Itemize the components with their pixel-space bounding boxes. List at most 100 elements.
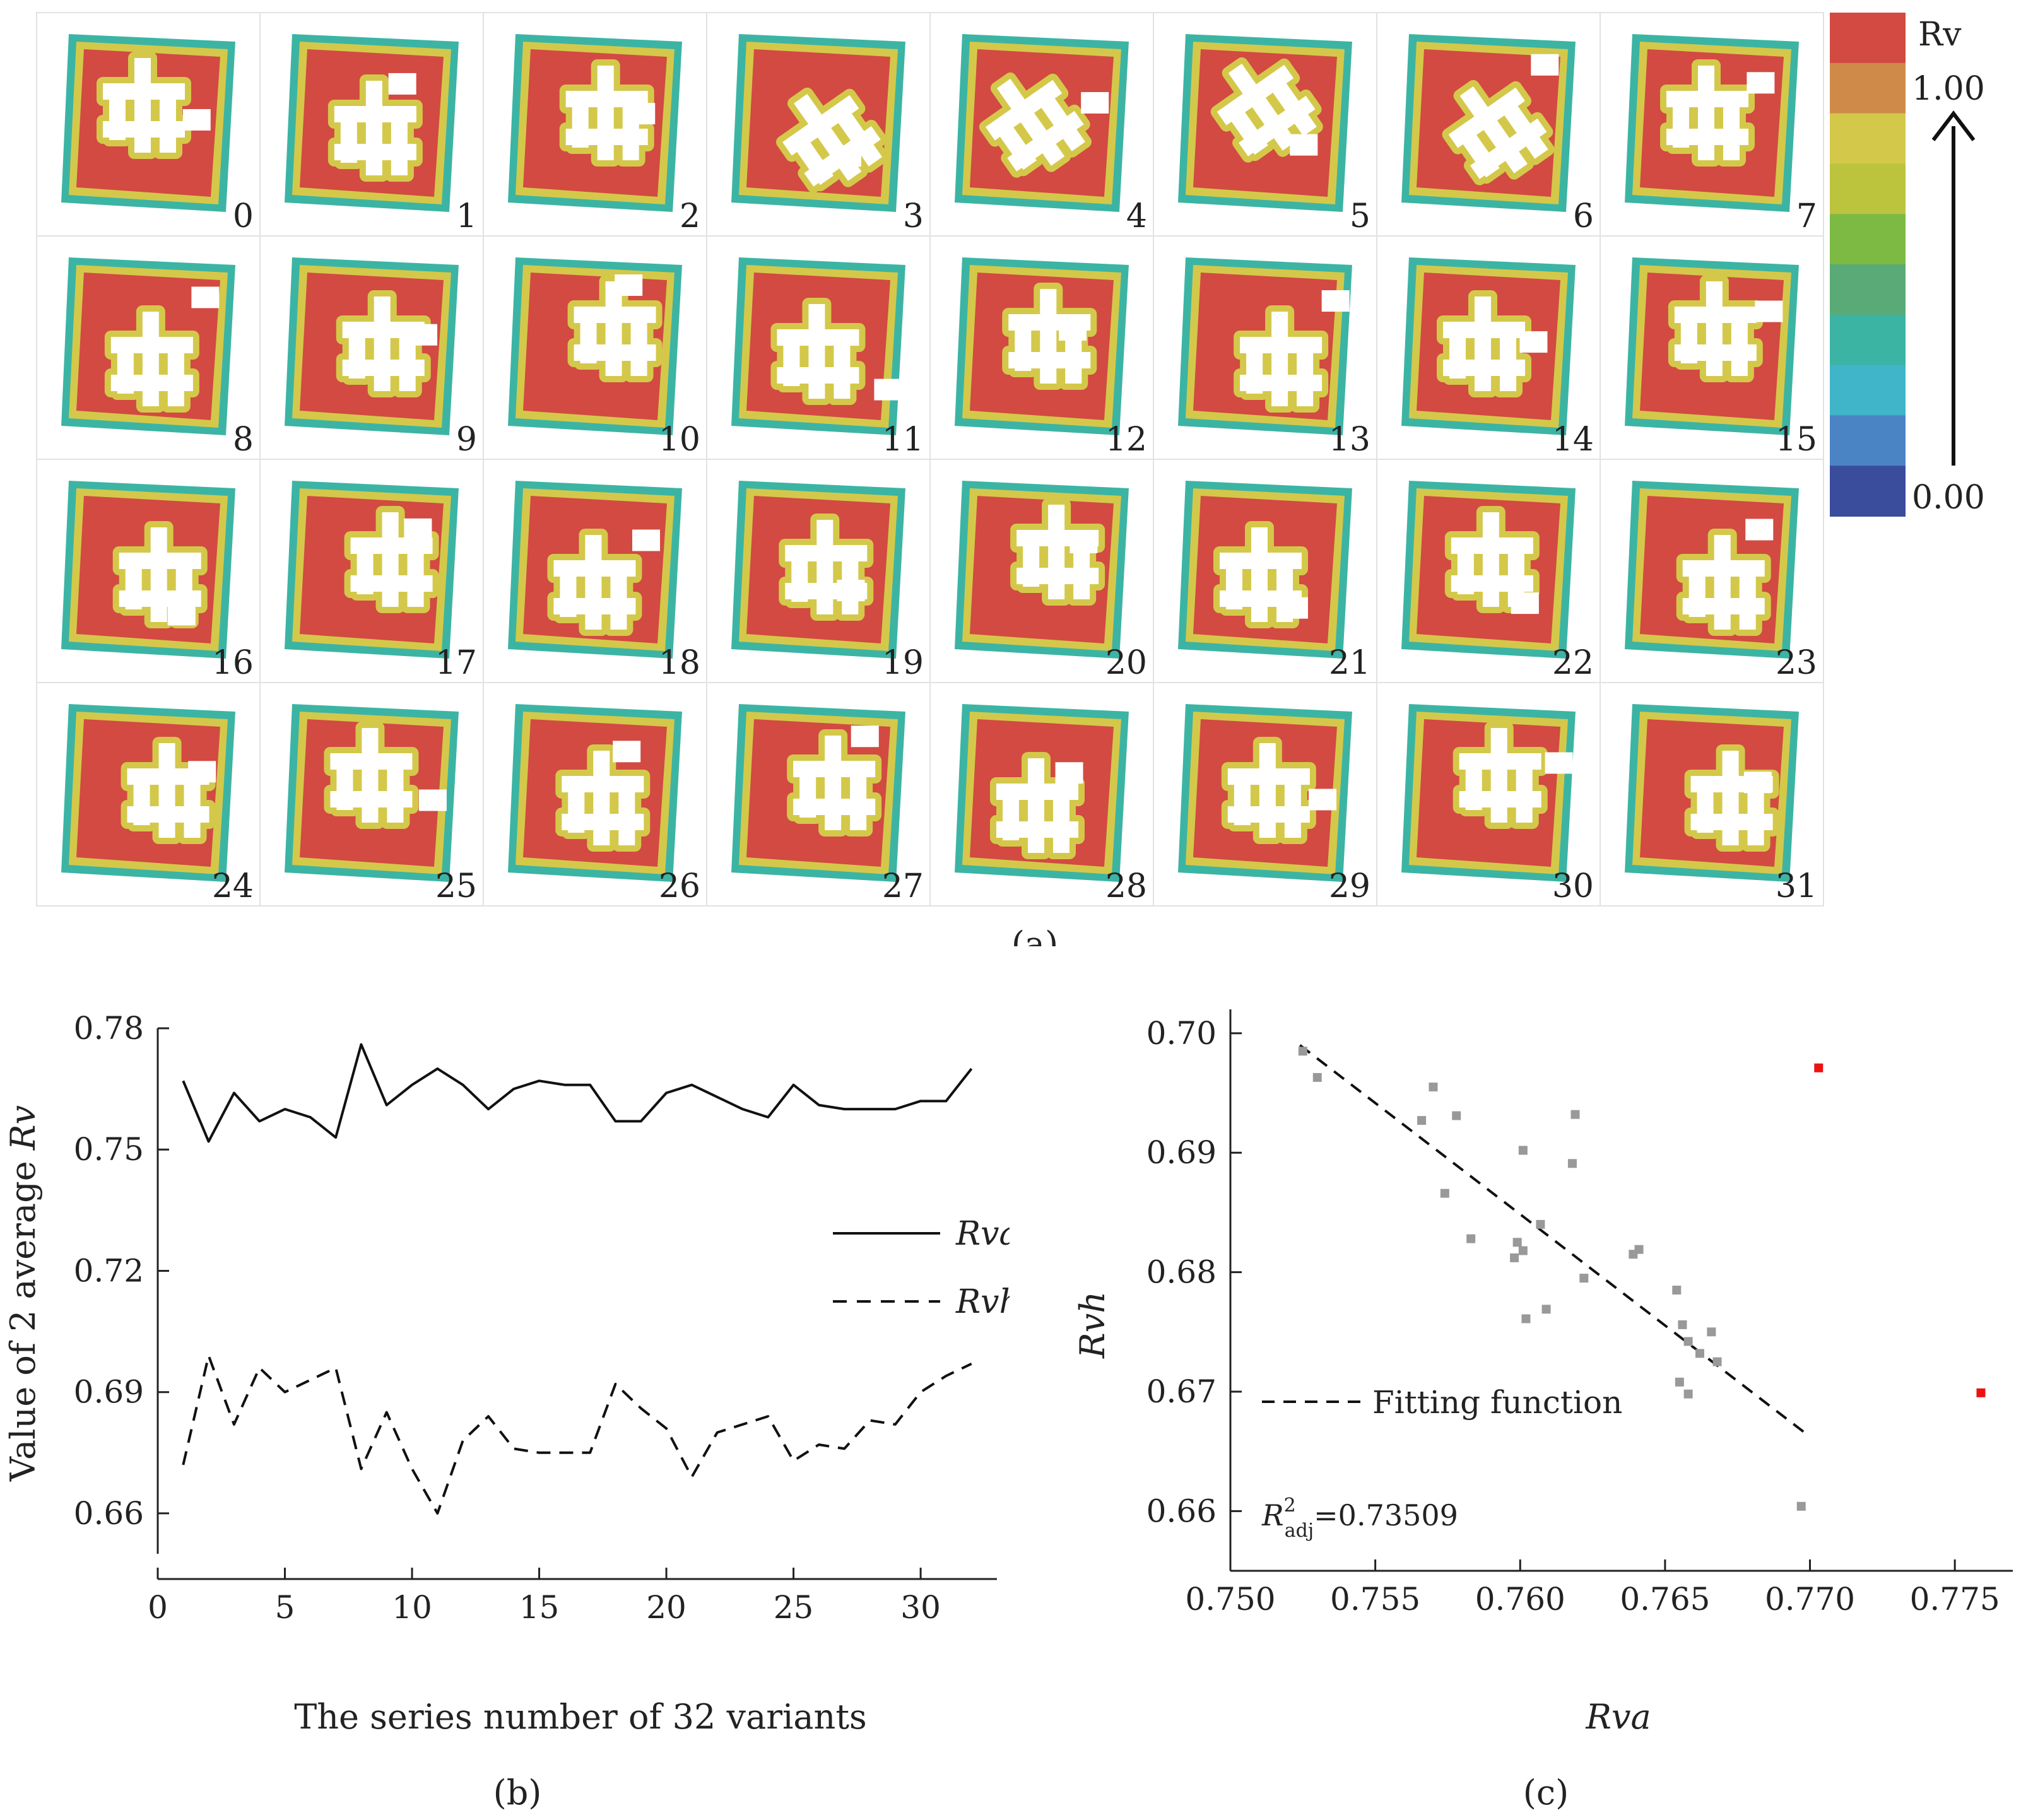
variant-tile-18: 18 bbox=[483, 459, 707, 683]
building-footprint bbox=[133, 781, 150, 825]
chart-b-x-tick-label: 30 bbox=[900, 1589, 941, 1626]
variant-tile-14: 14 bbox=[1376, 235, 1601, 460]
chart-c-ylabel: Rvh bbox=[1073, 1291, 1112, 1359]
variant-tile-19: 19 bbox=[706, 459, 931, 683]
chart-b-x-tick-label: 25 bbox=[774, 1589, 814, 1626]
building-footprint bbox=[184, 781, 201, 838]
scatter-point bbox=[1521, 1314, 1531, 1324]
chart-b-x-tick-label: 10 bbox=[392, 1589, 432, 1626]
series-line-rvh bbox=[182, 1354, 972, 1515]
chart-c-x-tick-label: 0.755 bbox=[1330, 1581, 1420, 1617]
scatter-point bbox=[1536, 1219, 1545, 1229]
variant-label: 8 bbox=[233, 421, 254, 459]
building-small bbox=[191, 286, 220, 308]
variant-label: 15 bbox=[1776, 421, 1817, 459]
building-footprint bbox=[1516, 766, 1533, 823]
chart-c-x-tick-label: 0.750 bbox=[1185, 1581, 1275, 1617]
building-cluster bbox=[1676, 529, 1771, 636]
legend-rvh-label: Rvh bbox=[955, 1283, 1010, 1321]
building-cluster bbox=[1444, 506, 1540, 613]
building-small bbox=[1309, 789, 1337, 811]
variant-tile-6: 6 bbox=[1376, 12, 1601, 237]
building-small bbox=[1519, 331, 1548, 353]
building-small bbox=[182, 109, 211, 131]
building-cluster bbox=[1668, 275, 1763, 382]
panel-c-scatter-chart: 0.66 0.67 0.68 0.69 0.70 0.750 0.755 0.760 0.765… bbox=[1073, 1009, 2013, 1812]
scatter-point bbox=[1712, 1357, 1722, 1366]
building-footprint bbox=[1271, 312, 1288, 406]
building-cluster bbox=[1660, 59, 1755, 167]
building-small bbox=[188, 761, 216, 783]
variant-label: 14 bbox=[1552, 421, 1594, 459]
building-small bbox=[1081, 91, 1109, 114]
scatter-point bbox=[1796, 1501, 1806, 1511]
variant-tile-21: 21 bbox=[1153, 459, 1377, 683]
colorbar-band bbox=[1830, 365, 1906, 416]
building-footprint bbox=[1722, 751, 1739, 845]
building-footprint bbox=[783, 342, 800, 386]
building-footprint bbox=[1706, 281, 1723, 376]
building-small bbox=[1290, 134, 1318, 156]
building-cluster bbox=[336, 290, 431, 397]
building-cluster bbox=[547, 529, 642, 636]
variant-label: 5 bbox=[1350, 197, 1370, 235]
building-footprint bbox=[125, 565, 142, 609]
building-cluster bbox=[555, 744, 651, 852]
building-small bbox=[410, 324, 438, 346]
colorbar-band bbox=[1830, 214, 1906, 265]
variant-label: 24 bbox=[212, 867, 254, 905]
scatter-outlier-point bbox=[1976, 1388, 1986, 1397]
building-footprint bbox=[1226, 565, 1242, 609]
building-footprint bbox=[117, 349, 134, 394]
scatter-point bbox=[1567, 1159, 1577, 1168]
building-footprint bbox=[167, 349, 184, 406]
scatter-point bbox=[1695, 1349, 1704, 1358]
variant-tile-1: 1 bbox=[259, 12, 484, 237]
colorbar-arrow-head bbox=[1931, 110, 1976, 141]
series-line-rva bbox=[182, 1043, 973, 1143]
scatter-point bbox=[1678, 1320, 1687, 1329]
colorbar-band bbox=[1830, 13, 1906, 64]
scatter-point bbox=[1570, 1110, 1580, 1119]
variant-tile-7: 7 bbox=[1600, 12, 1824, 237]
building-footprint bbox=[1048, 505, 1065, 599]
building-small bbox=[1531, 54, 1559, 76]
chart-b-y-tick-label: 0.75 bbox=[74, 1131, 144, 1168]
building-footprint bbox=[1234, 781, 1251, 825]
colorbar-band bbox=[1830, 264, 1906, 315]
building-small bbox=[1059, 319, 1087, 341]
building-footprint bbox=[142, 312, 159, 406]
building-cluster bbox=[979, 72, 1092, 178]
chart-b-x-tick-label: 5 bbox=[275, 1589, 295, 1626]
variant-label: 10 bbox=[659, 421, 700, 459]
scatter-point bbox=[1452, 1111, 1461, 1120]
chart-c-r2-annotation: R2 adj=0.73509 bbox=[1261, 1494, 1458, 1542]
variant-tile-5: 5 bbox=[1153, 12, 1377, 237]
chart-b-y-tick-label: 0.72 bbox=[74, 1252, 144, 1289]
variant-label: 12 bbox=[1105, 421, 1147, 459]
variant-label: 26 bbox=[659, 867, 700, 905]
building-footprint bbox=[1284, 781, 1301, 838]
building-footprint bbox=[336, 766, 353, 810]
building-footprint bbox=[391, 119, 408, 175]
building-footprint bbox=[1673, 103, 1689, 148]
variant-label: 7 bbox=[1796, 197, 1817, 235]
panel-b-line-chart: 0.66 0.69 0.72 0.75 0.78 0 5 10 15 20 25 30 The ser… bbox=[3, 1010, 1010, 1812]
variant-tile-3: 3 bbox=[706, 12, 931, 237]
building-footprint bbox=[1731, 319, 1748, 376]
building-small bbox=[388, 73, 416, 95]
building-small bbox=[613, 741, 641, 763]
variant-tile-10: 10 bbox=[483, 235, 707, 460]
variant-label: 13 bbox=[1329, 421, 1370, 459]
building-footprint bbox=[825, 736, 842, 830]
scatter-outlier-point bbox=[1814, 1063, 1824, 1072]
building-footprint bbox=[1457, 550, 1474, 594]
variant-label: 30 bbox=[1552, 867, 1594, 905]
building-cluster bbox=[567, 275, 663, 382]
variant-label: 3 bbox=[903, 197, 924, 235]
building-cluster bbox=[1234, 305, 1329, 413]
building-footprint bbox=[568, 789, 585, 833]
building-footprint bbox=[109, 96, 126, 140]
